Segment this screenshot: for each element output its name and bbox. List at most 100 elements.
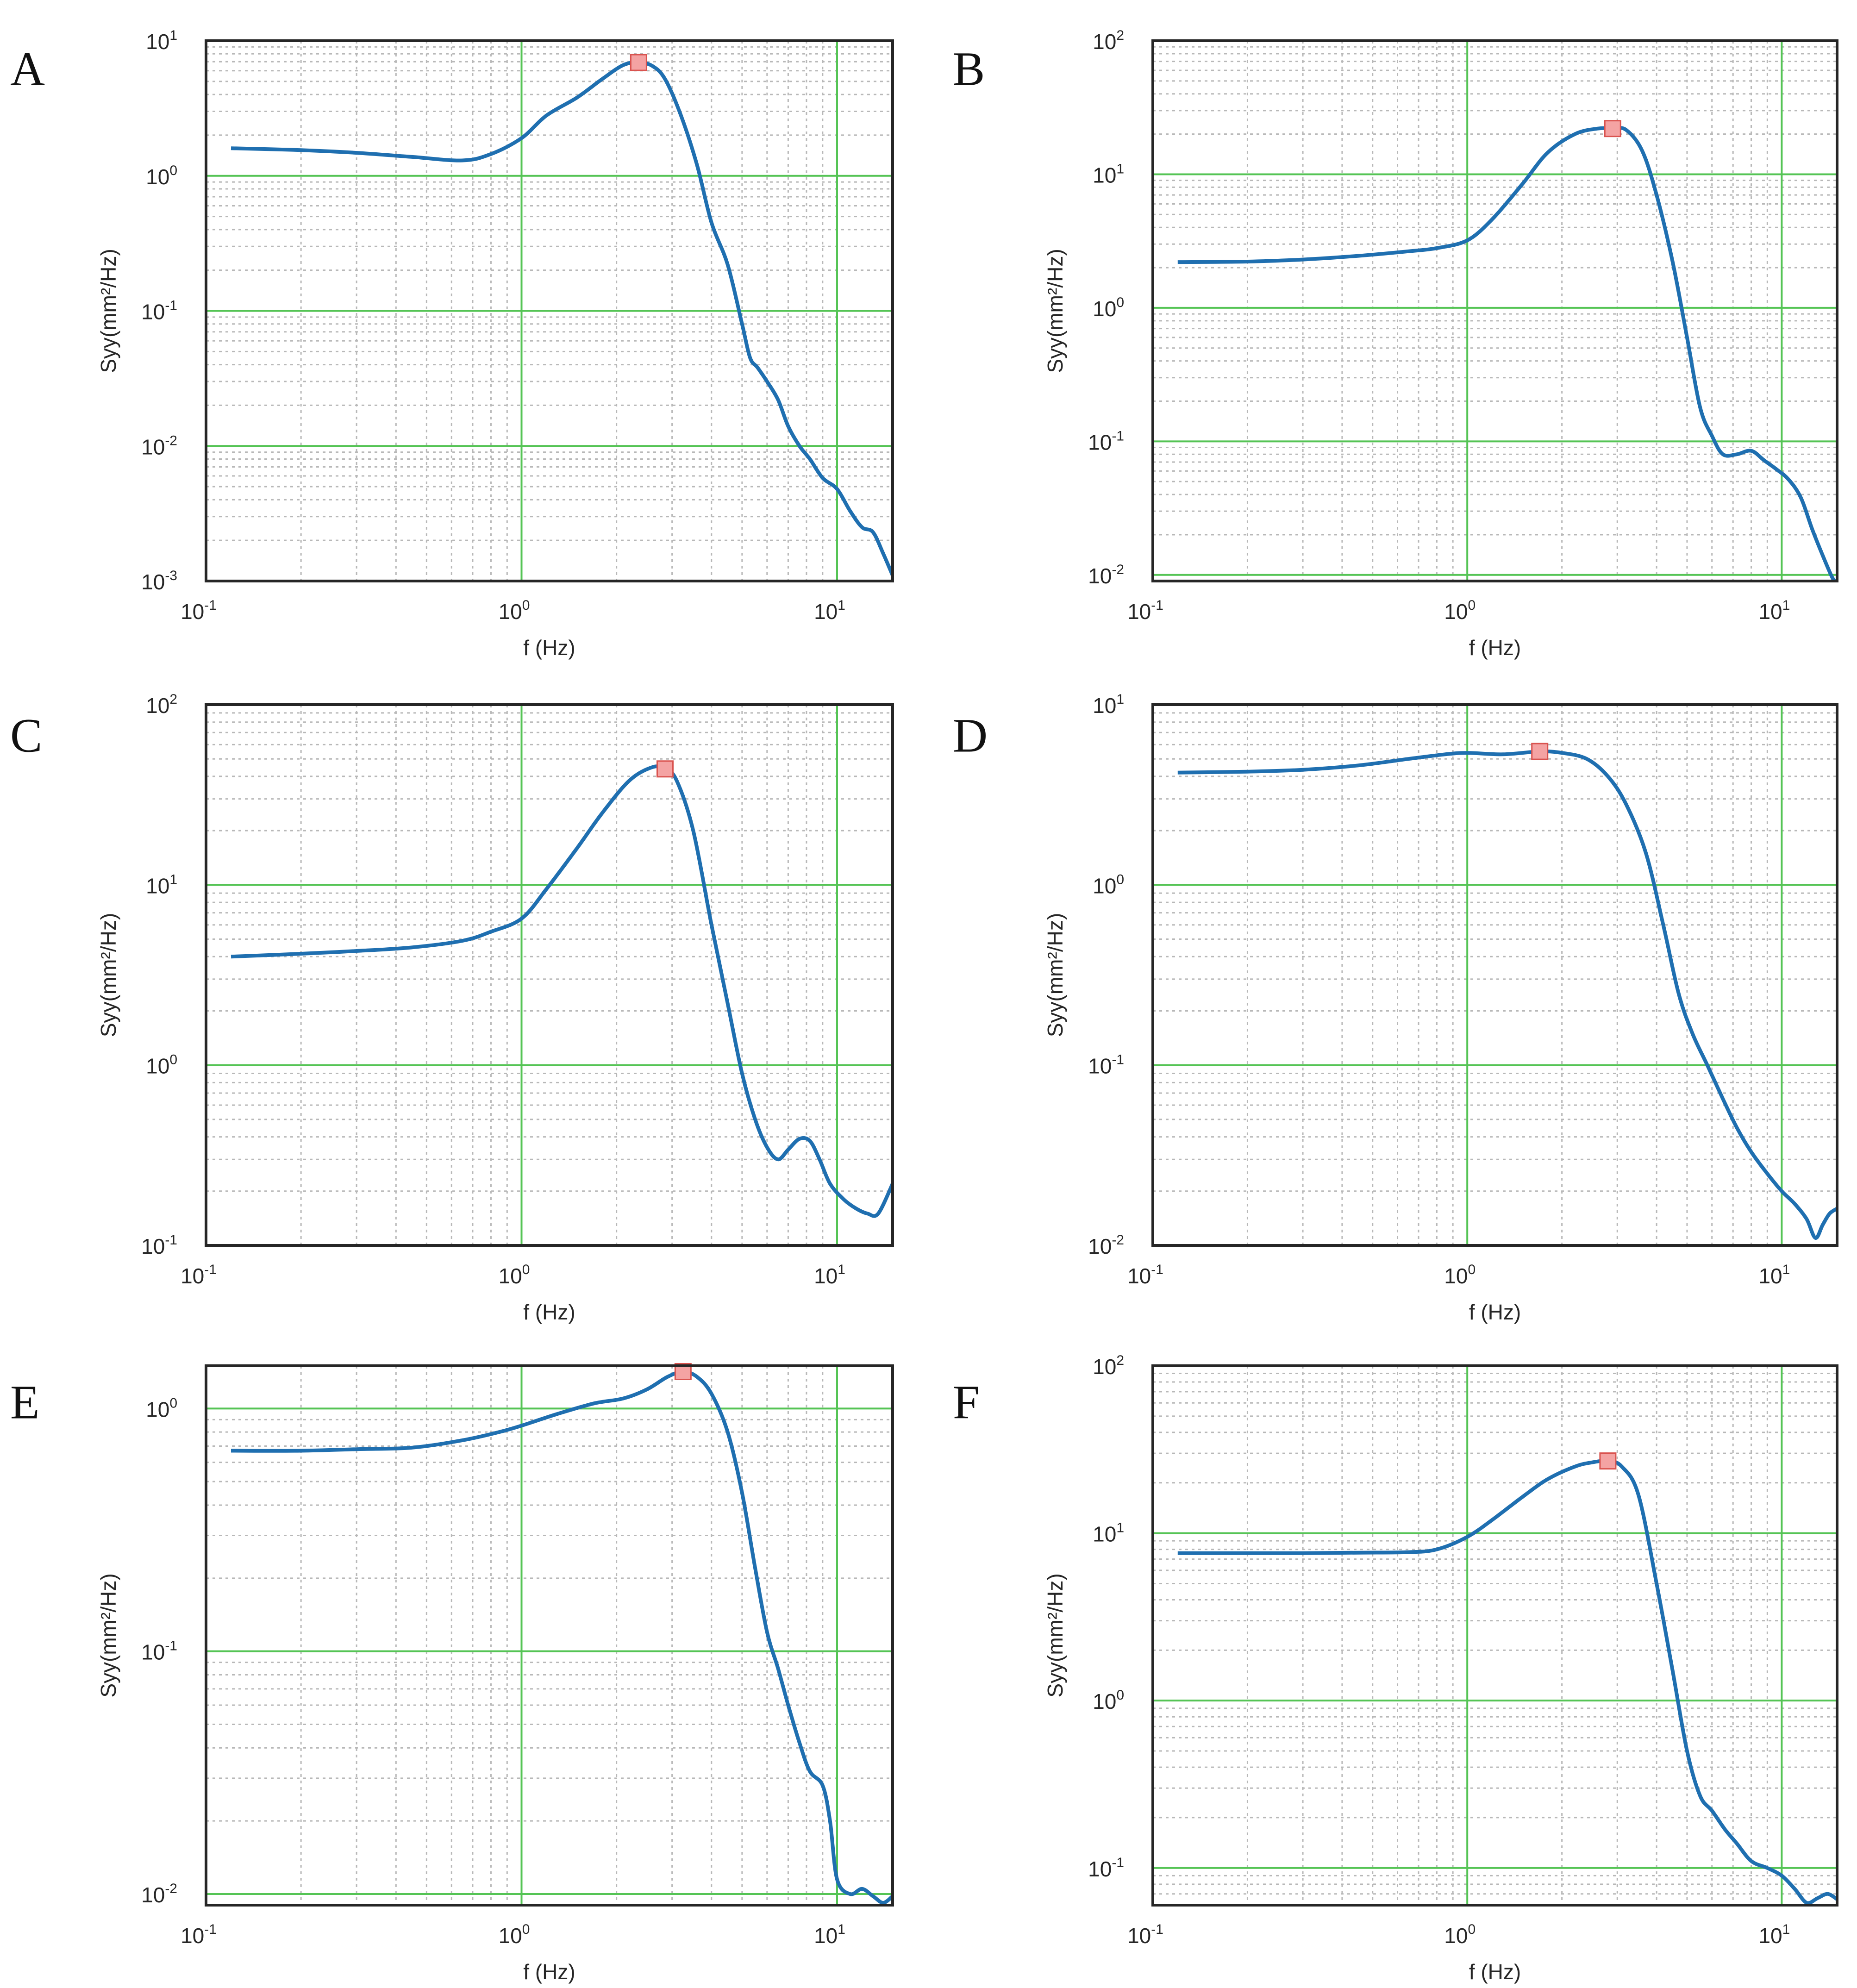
x-tick-label: 100 — [1444, 598, 1476, 624]
y-tick-base: 10 — [1093, 1689, 1116, 1713]
y-tick-label: 10-1 — [141, 1638, 177, 1664]
x-axis-label: f (Hz) — [1469, 1960, 1521, 1984]
x-tick-base: 10 — [1127, 1924, 1151, 1948]
y-axis-label: Syy(mm²/Hz) — [96, 249, 120, 373]
y-tick-exponent: -1 — [1112, 428, 1124, 444]
y-tick-exponent: 0 — [169, 1052, 177, 1068]
x-tick-label: 10-1 — [181, 1922, 217, 1948]
y-tick-label: 100 — [1093, 872, 1124, 898]
y-tick-base: 10 — [1093, 874, 1116, 898]
y-tick-exponent: 0 — [169, 1395, 177, 1411]
y-tick-base: 10 — [1093, 1355, 1116, 1379]
y-tick-exponent: -1 — [1112, 1052, 1124, 1068]
y-tick-label: 100 — [146, 163, 177, 189]
x-tick-base: 10 — [1444, 1924, 1468, 1948]
y-tick-base: 10 — [1088, 1054, 1112, 1078]
x-tick-base: 10 — [1127, 600, 1151, 624]
x-tick-exponent: 0 — [1468, 1922, 1476, 1937]
x-tick-exponent: 1 — [1782, 1922, 1790, 1937]
y-tick-exponent: 1 — [169, 872, 177, 887]
x-tick-label: 101 — [814, 1922, 845, 1948]
y-axis-label: Syy(mm²/Hz) — [1043, 1573, 1067, 1697]
y-tick-exponent: -1 — [165, 1638, 177, 1654]
y-tick-exponent: 0 — [1116, 295, 1124, 310]
y-tick-base: 10 — [1088, 430, 1112, 454]
x-tick-exponent: 0 — [1468, 598, 1476, 613]
x-tick-label: 101 — [1758, 1262, 1790, 1288]
grid — [1153, 41, 1837, 582]
y-tick-label: 102 — [1093, 28, 1124, 54]
y-tick-base: 10 — [1093, 163, 1116, 187]
plot-area — [1153, 41, 1837, 581]
y-tick-exponent: 0 — [1116, 1688, 1124, 1703]
x-tick-label: 10-1 — [181, 1262, 217, 1288]
x-axis-label: f (Hz) — [523, 636, 575, 660]
y-tick-exponent: 2 — [1116, 1353, 1124, 1368]
x-tick-label: 100 — [499, 1922, 530, 1948]
y-tick-label: 100 — [1093, 1688, 1124, 1713]
y-tick-exponent: -1 — [165, 298, 177, 313]
axes-box — [1151, 703, 1838, 1247]
y-tick-label: 101 — [1093, 161, 1124, 187]
y-tick-base: 10 — [141, 1234, 165, 1258]
x-tick-label: 10-1 — [1127, 1262, 1163, 1288]
y-tick-base: 10 — [141, 570, 165, 594]
y-tick-label: 102 — [146, 692, 177, 718]
panel-letter: A — [10, 43, 45, 96]
y-tick-base: 10 — [146, 30, 169, 54]
x-tick-exponent: -1 — [204, 1922, 217, 1937]
y-tick-exponent: -1 — [1112, 1855, 1124, 1870]
y-tick-label: 100 — [146, 1395, 177, 1421]
x-tick-base: 10 — [499, 600, 522, 624]
x-tick-base: 10 — [499, 1264, 522, 1288]
x-tick-exponent: 1 — [838, 1262, 845, 1277]
x-tick-exponent: -1 — [204, 1262, 217, 1277]
y-tick-label: 100 — [1093, 295, 1124, 321]
peak-marker — [656, 760, 674, 778]
y-tick-exponent: -2 — [1112, 1232, 1124, 1248]
x-tick-label: 100 — [1444, 1262, 1476, 1288]
y-tick-base: 10 — [141, 1883, 165, 1907]
x-tick-base: 10 — [499, 1924, 522, 1948]
y-tick-exponent: -3 — [165, 568, 177, 583]
y-tick-exponent: 2 — [1116, 28, 1124, 43]
x-tick-base: 10 — [1444, 600, 1468, 624]
x-tick-label: 101 — [814, 598, 845, 624]
grid — [1153, 705, 1837, 1245]
y-tick-label: 10-1 — [141, 1232, 177, 1258]
x-tick-base: 10 — [814, 600, 838, 624]
y-tick-exponent: 1 — [169, 28, 177, 43]
y-axis-label: Syy(mm²/Hz) — [1043, 249, 1067, 373]
y-tick-label: 10-1 — [1088, 1855, 1124, 1881]
x-tick-exponent: 0 — [522, 1922, 530, 1937]
x-tick-exponent: -1 — [1151, 598, 1163, 613]
y-axis-label: Syy(mm²/Hz) — [96, 1573, 120, 1697]
grid — [1153, 1366, 1837, 1905]
x-tick-base: 10 — [181, 600, 204, 624]
x-tick-base: 10 — [1758, 1264, 1782, 1288]
y-tick-label: 10-1 — [1088, 428, 1124, 454]
y-tick-base: 10 — [146, 694, 169, 718]
panel-letter: E — [10, 1376, 40, 1429]
axes-box — [1151, 1364, 1838, 1907]
y-tick-exponent: 1 — [1116, 161, 1124, 176]
y-tick-label: 101 — [146, 28, 177, 54]
panel-letter: F — [953, 1376, 980, 1429]
y-tick-label: 10-3 — [141, 568, 177, 594]
y-tick-exponent: -1 — [165, 1232, 177, 1248]
y-tick-label: 10-1 — [141, 298, 177, 324]
peak-marker — [1604, 120, 1621, 138]
x-tick-exponent: 1 — [838, 1922, 845, 1937]
y-tick-exponent: 1 — [1116, 692, 1124, 707]
x-tick-exponent: -1 — [1151, 1922, 1163, 1937]
x-tick-base: 10 — [1758, 600, 1782, 624]
y-tick-base: 10 — [1093, 30, 1116, 54]
axes-box — [1151, 39, 1838, 582]
x-tick-base: 10 — [1444, 1264, 1468, 1288]
x-tick-base: 10 — [1127, 1264, 1151, 1288]
y-tick-exponent: 1 — [1116, 1520, 1124, 1536]
plot-area — [206, 705, 893, 1245]
